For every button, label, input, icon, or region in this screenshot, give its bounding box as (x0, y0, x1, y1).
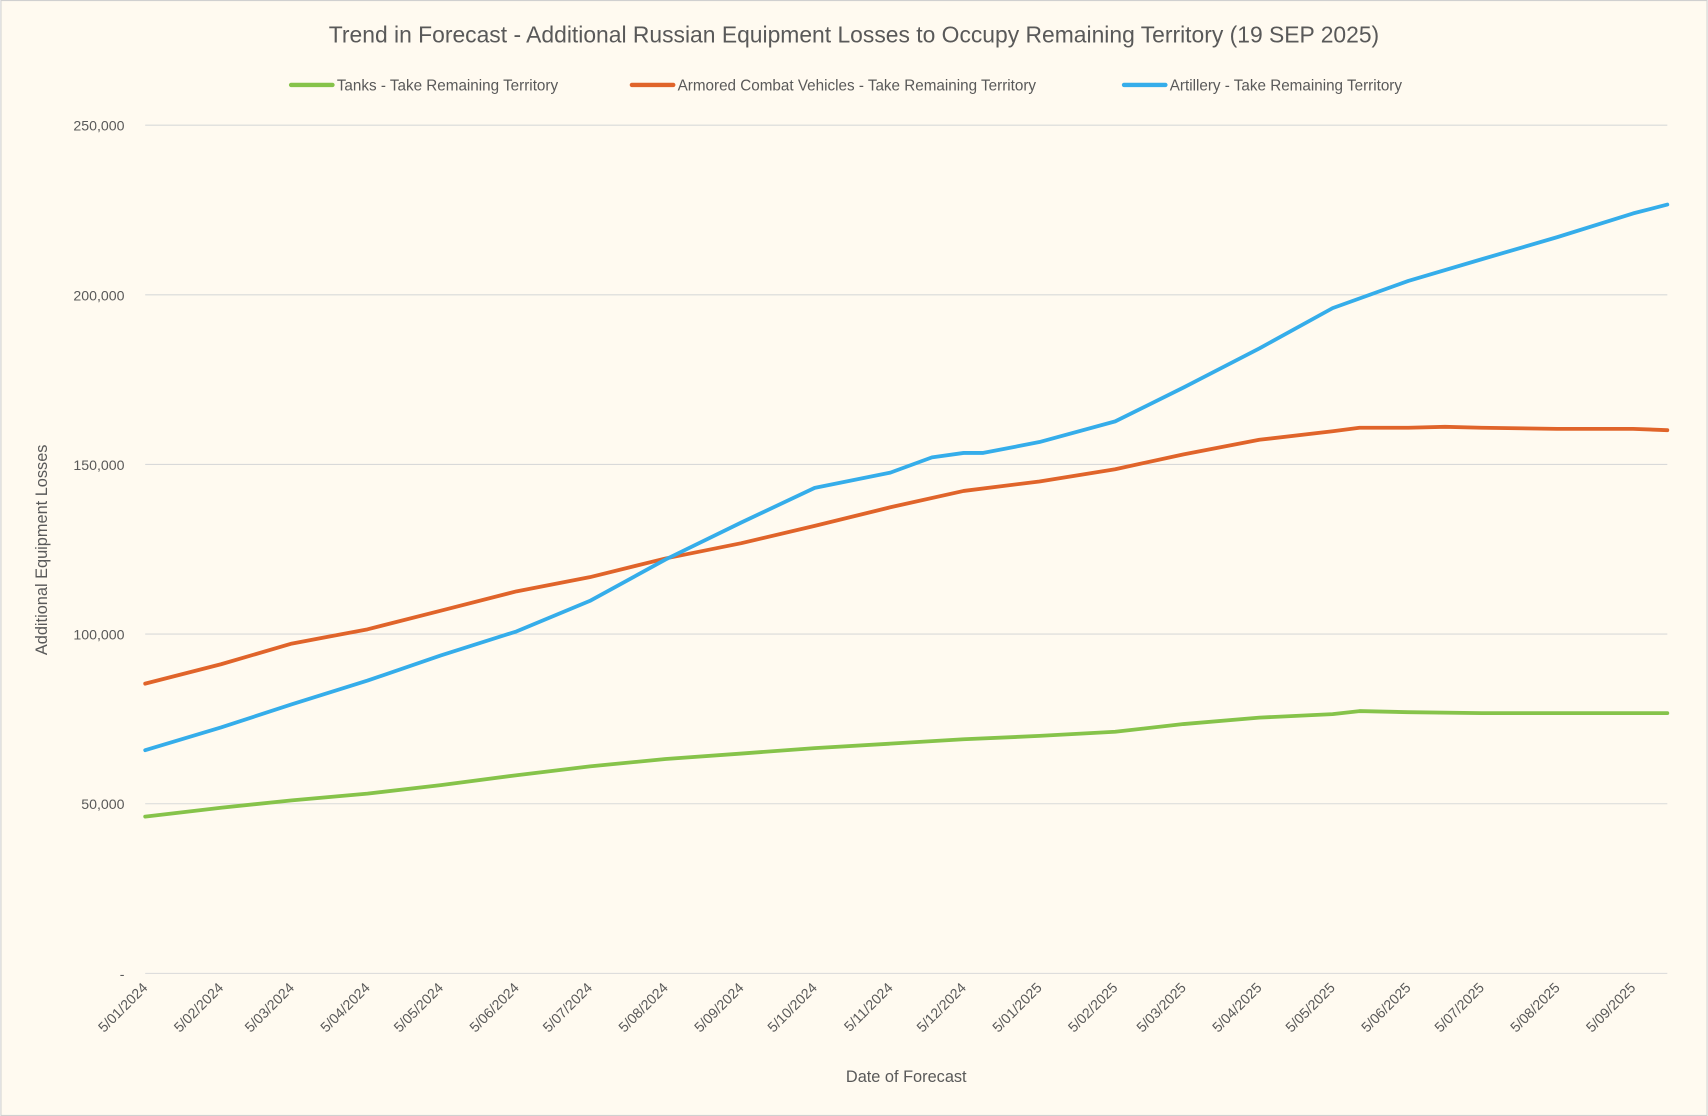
y-tick-label: 50,000 (81, 796, 124, 812)
y-tick-label: 100,000 (73, 627, 124, 643)
chart-title: Trend in Forecast - Additional Russian E… (329, 21, 1379, 47)
legend: Tanks - Take Remaining Territory Armored … (288, 77, 1403, 94)
legend-label: Artillery - Take Remaining Territory (1170, 77, 1403, 94)
legend-label: Tanks - Take Remaining Territory (337, 77, 559, 94)
x-axis-title: Date of Forecast (846, 1068, 967, 1086)
y-tick-label: 200,000 (73, 287, 124, 303)
series-line-2 (143, 202, 1670, 753)
y-axis-ticks: - 50,000 100,000 150,000 200,000 250,000 (73, 118, 124, 982)
series-line-0 (143, 709, 1670, 819)
y-tick-label: - (120, 966, 125, 982)
y-axis-title: Additional Equipment Losses (33, 445, 51, 656)
legend-label: Armored Combat Vehicles - Take Remaining… (678, 77, 1037, 94)
series-lines (143, 202, 1670, 819)
gridlines (145, 124, 1668, 974)
y-tick-label: 250,000 (73, 118, 124, 134)
y-tick-label: 150,000 (73, 457, 124, 473)
series-line-1 (143, 424, 1670, 686)
